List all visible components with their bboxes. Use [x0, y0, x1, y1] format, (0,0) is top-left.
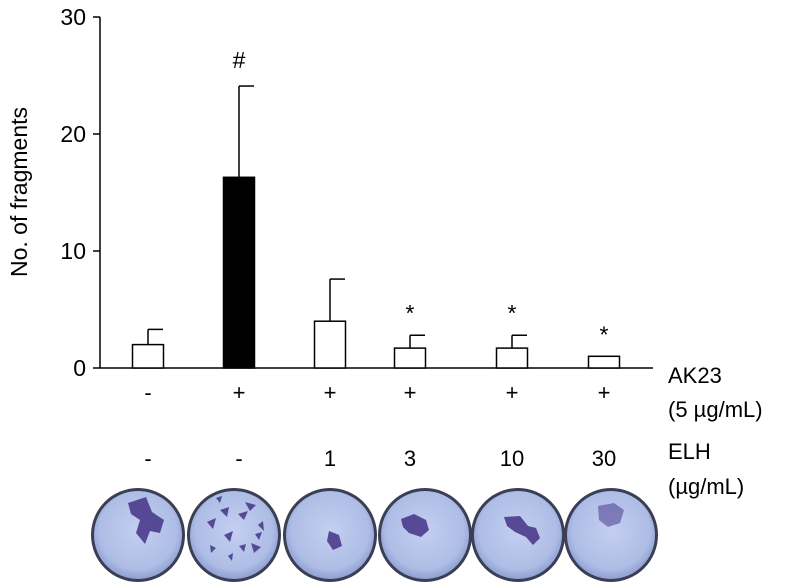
row-ak23-value: + — [598, 380, 611, 405]
well-surface — [381, 491, 469, 579]
y-tick-label: 20 — [60, 121, 86, 147]
y-tick-label: 10 — [60, 238, 86, 264]
cell-fragment — [258, 521, 264, 531]
bar — [313, 320, 347, 369]
cell-fragment — [251, 543, 261, 553]
y-tick-label: 30 — [60, 4, 86, 30]
cell-fragment — [220, 507, 229, 517]
cell-fragment — [210, 545, 216, 553]
fragment-cluster — [207, 496, 264, 561]
fragment-cluster — [504, 516, 540, 545]
fragment-cluster — [327, 531, 342, 550]
cell-fragment — [238, 511, 248, 520]
row-ak23-value: + — [233, 380, 246, 405]
cell-fragment — [128, 497, 164, 544]
well-image-1 — [91, 488, 185, 582]
row-elh-value: - — [235, 446, 242, 471]
well-surface — [190, 491, 278, 579]
row-unit-ak23: (5 µg/mL) — [668, 397, 763, 422]
well-image-4 — [378, 488, 472, 582]
bar — [587, 355, 621, 369]
well-surface — [474, 491, 562, 579]
bar — [131, 343, 165, 369]
cell-fragment — [327, 531, 342, 550]
cell-fragment — [255, 532, 262, 540]
bar — [393, 347, 427, 369]
cell-fragment — [401, 514, 429, 537]
significance-asterisk: * — [600, 321, 609, 347]
significance-asterisk: * — [406, 300, 415, 326]
well-image-2 — [187, 488, 281, 582]
significance-asterisk: * — [508, 300, 517, 326]
cell-fragment — [207, 518, 216, 529]
row-ak23-value: + — [506, 380, 519, 405]
cell-fragment — [224, 531, 233, 542]
well-image-3 — [283, 488, 377, 582]
cell-fragment — [598, 503, 624, 527]
y-axis-label: No. of fragments — [6, 107, 32, 277]
row-elh-value: - — [144, 446, 151, 471]
fragment-cluster — [401, 514, 429, 537]
row-elh-value: 30 — [592, 446, 616, 471]
row-elh-value: 1 — [324, 446, 336, 471]
row-elh-value: 10 — [500, 446, 524, 471]
row-ak23-value: + — [404, 380, 417, 405]
row-ak23-value: + — [324, 380, 337, 405]
row-unit-elh: (µg/mL) — [668, 474, 744, 499]
cell-fragment — [504, 516, 540, 545]
significance-hash: # — [233, 47, 246, 73]
fragment-cluster — [598, 503, 624, 527]
cell-fragment — [216, 496, 222, 503]
row-label-ak23: AK23 — [668, 363, 722, 388]
row-elh-value: 3 — [404, 446, 416, 471]
cell-fragment — [239, 544, 246, 552]
cell-fragment — [228, 553, 233, 561]
row-label-elh: ELH — [668, 439, 711, 464]
well-image-5 — [471, 488, 565, 582]
well-image-6 — [564, 488, 658, 582]
fragment-cluster — [128, 497, 164, 544]
cell-fragment — [245, 502, 256, 511]
bar — [222, 176, 256, 369]
row-ak23-value: - — [144, 380, 151, 405]
y-tick-label: 0 — [73, 355, 86, 381]
well-surface — [567, 491, 655, 579]
bar — [495, 347, 529, 369]
